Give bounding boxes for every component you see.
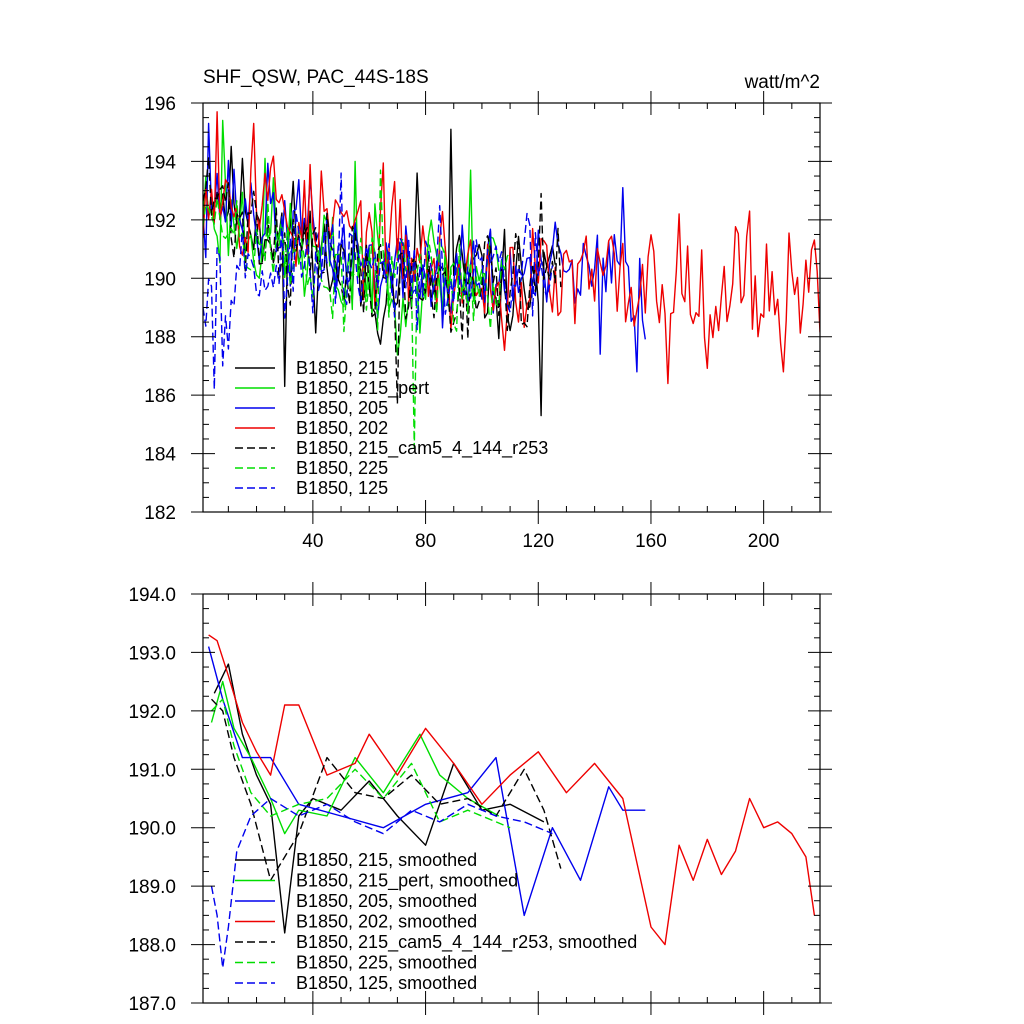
top-y-tick-label: 190 [144,269,176,290]
top-x-tick-label: 160 [635,531,667,552]
bottom-y-tick-label: 187.0 [128,994,176,1015]
top-y-tick-label: 188 [144,328,176,349]
bottom-y-tick-label: 191.0 [128,760,176,781]
bottom-series-line-4 [210,698,562,881]
top-panel-units: watt/m^2 [744,72,820,93]
bottom-y-tick-label: 192.0 [128,702,176,723]
top-panel: SHF_QSW, PAC_44S-18S watt/m^2 40 80 120 160… [144,67,832,552]
bottom-y-tick-label: 193.0 [128,643,176,664]
top-x-tick-label: 120 [522,531,554,552]
bottom-legend-label-6: B1850, 125, smoothed [296,973,477,993]
bottom-y-tick-label: 188.0 [128,936,176,957]
bottom-series-line-1 [210,680,500,835]
bottom-series-layer [207,634,816,969]
bottom-y-tick-label: 194.0 [128,585,176,606]
top-tick-layer: 40 80 120 160 200 182 184 186 188 190 192 194 196 [144,91,832,552]
bottom-panel: 187.0 188.0 189.0 190.0 191.0 192.0 193.0 194.0… [128,582,832,1015]
bottom-y-tick-label: 189.0 [128,877,176,898]
top-y-tick-label: 182 [144,503,176,524]
top-y-tick-label: 184 [144,445,176,466]
top-series-layer [203,111,820,449]
bottom-series-line-3 [208,634,816,946]
top-legend-label-2: B1850, 205 [296,398,388,418]
top-legend-label-6: B1850, 125 [296,478,388,498]
top-y-tick-label: 196 [144,94,176,115]
bottom-series-line-2 [207,646,646,917]
bottom-series-line-6 [210,797,553,969]
top-legend-label-1: B1850, 215_pert [296,378,429,399]
bottom-legend-label-4: B1850, 215_cam5_4_144_r253, smoothed [296,932,637,953]
bottom-legend-label-0: B1850, 215, smoothed [296,850,477,870]
top-y-tick-label: 186 [144,386,176,407]
top-series-line-2 [203,122,646,373]
bottom-plot-frame [202,593,821,1004]
top-plot-frame [202,102,821,513]
top-legend-label-3: B1850, 202 [296,418,388,438]
top-x-tick-label: 80 [415,531,436,552]
bottom-series-line-5 [210,698,511,829]
top-y-tick-label: 192 [144,211,176,232]
bottom-legend-label-3: B1850, 202, smoothed [296,912,477,932]
bottom-y-tick-label: 190.0 [128,819,176,840]
bottom-legend-label-2: B1850, 205, smoothed [296,891,477,911]
top-legend-label-0: B1850, 215 [296,358,388,378]
top-x-tick-label: 200 [748,531,780,552]
bottom-legend-label-5: B1850, 225, smoothed [296,953,477,973]
top-legend-label-4: B1850, 215_cam5_4_144_r253 [296,438,548,459]
top-y-tick-label: 194 [144,152,176,173]
top-series-line-5 [203,169,511,449]
top-legend-label-5: B1850, 225 [296,458,388,478]
top-series-line-3 [203,111,820,385]
top-series-line-6 [203,172,554,390]
top-panel-title: SHF_QSW, PAC_44S-18S [203,67,429,88]
bottom-legend-label-1: B1850, 215_pert, smoothed [296,871,518,892]
top-x-tick-label: 40 [302,531,323,552]
